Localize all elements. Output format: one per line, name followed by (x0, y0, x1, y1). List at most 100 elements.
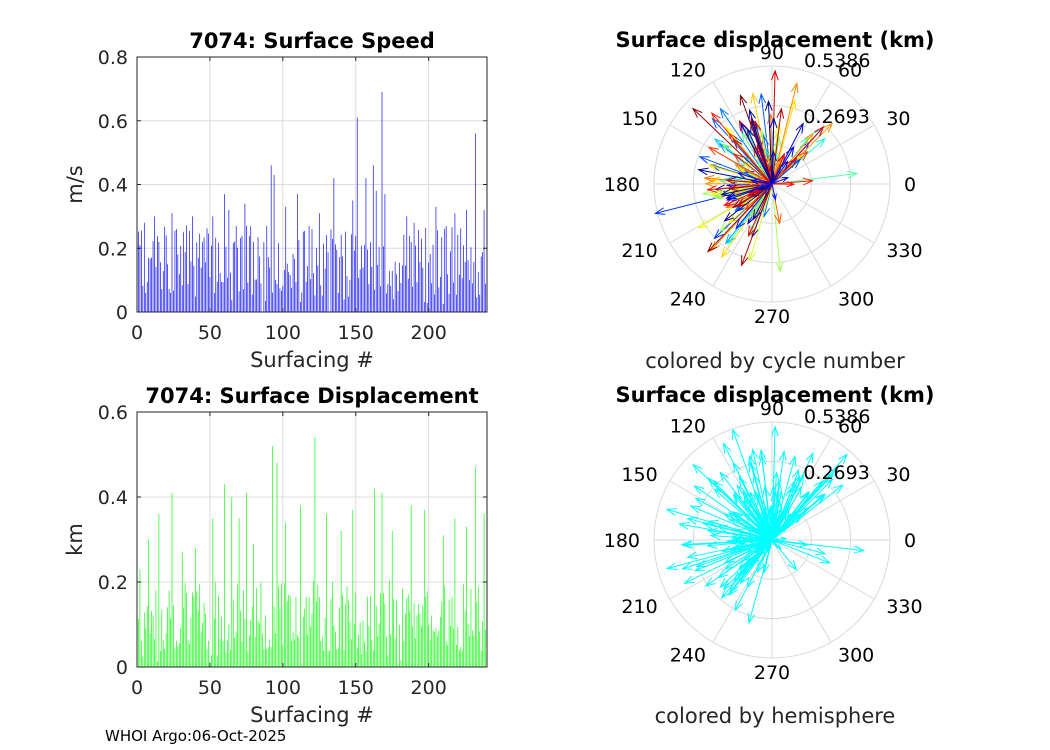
speed-bar (250, 226, 252, 312)
speed-bar (235, 225, 237, 312)
speed-bar (375, 190, 377, 312)
compass2-arrow-head (750, 448, 759, 460)
speed-bar (390, 285, 392, 312)
disp-bar (413, 602, 415, 667)
speed-bar (208, 233, 209, 312)
disp-bar (213, 618, 215, 667)
disp-bar (318, 596, 320, 667)
disp-bar (393, 599, 394, 667)
compass2-angle-label: 150 (621, 464, 657, 486)
speed-bar (167, 264, 168, 312)
compass2-arrow-head (833, 484, 844, 494)
speed-bar (155, 266, 157, 312)
compass2-arrow-head (829, 466, 840, 477)
speed-bar (451, 227, 453, 312)
disp-bar (425, 596, 427, 667)
speed-bar (405, 265, 406, 312)
compass2-arrow-head (778, 449, 787, 462)
disp-bar (428, 625, 429, 667)
disp-bar (339, 607, 341, 667)
disp-bar (219, 639, 221, 667)
speed-bar (383, 246, 384, 312)
disp-bar (321, 636, 323, 667)
disp-xtick-label: 0 (131, 677, 143, 699)
speed-bar (251, 294, 253, 312)
speed-bar (403, 234, 405, 312)
disp-bar (457, 626, 459, 667)
speed-bar (197, 257, 199, 312)
speed-bar (391, 270, 393, 312)
disp-bar (184, 583, 186, 667)
disp-bar (454, 518, 456, 667)
disp-bar (260, 582, 262, 667)
disp-bar (251, 606, 253, 667)
compass2-arrow-head (720, 588, 731, 599)
compass1-arrow (708, 146, 773, 185)
compass2-arrow (771, 475, 804, 541)
compass2-arrow (738, 476, 773, 541)
speed-bar (232, 243, 234, 312)
disp-bar (302, 616, 304, 667)
speed-bar (316, 248, 317, 312)
compass1-arrow-head (764, 99, 773, 111)
compass1-arrow-head (802, 177, 814, 186)
disp-bar (387, 655, 389, 667)
compass1-arrow (707, 183, 773, 252)
compass2-arrow-head (724, 560, 736, 570)
disp-bar (266, 649, 268, 667)
compass1-angle-label: 30 (886, 108, 910, 130)
speed-bar (241, 235, 243, 312)
speed-bar (263, 242, 265, 312)
speed-xtick-label: 100 (265, 322, 301, 344)
disp-bar (477, 586, 479, 667)
speed-bar (292, 253, 294, 312)
speed-bar (154, 216, 155, 312)
compass1-arrow-head (790, 81, 799, 94)
disp-bar (170, 618, 171, 667)
compass1-arrow-head (846, 170, 859, 179)
disp-bar (160, 651, 161, 667)
speed-bar (157, 235, 158, 312)
compass2-arrow-head (716, 524, 728, 533)
disp-bar (286, 600, 288, 667)
speed-bar (310, 279, 311, 312)
speed-bar (444, 229, 446, 312)
speed-bar (146, 281, 148, 312)
compass2-arrow-head (787, 480, 795, 492)
speed-bar (394, 261, 396, 312)
speed-bar (286, 263, 288, 312)
compass2-arrow (695, 539, 773, 571)
speed-bar (435, 206, 437, 312)
compass1-arrow-head (727, 214, 739, 225)
compass1-arrow-head (753, 145, 762, 157)
speed-bar (311, 229, 313, 312)
compass2-arrow (745, 539, 773, 566)
compass2-arrow-head (683, 575, 695, 584)
compass1-arrow (771, 123, 804, 185)
disp-bar (483, 514, 485, 667)
compass1-arrow-head (744, 200, 755, 211)
speed-bar (475, 133, 476, 312)
compass2-subtitle: colored by hemisphere (655, 704, 896, 728)
compass1-arrow (771, 180, 813, 185)
speed-bar (453, 282, 454, 312)
compass2-arrow-head (747, 612, 756, 625)
disp-bar (397, 664, 399, 667)
speed-bar (162, 271, 164, 312)
speed-bar (257, 237, 259, 312)
compass1-arrow (726, 179, 773, 185)
compass-plot-hemisphere: 0 30 60 90 120 150 180 210 240 270 300 330 0.2693 0.5… (604, 383, 935, 728)
disp-bar (281, 583, 282, 667)
disp-bar (244, 618, 246, 667)
disp-bar (278, 586, 279, 667)
compass2-arrow-head (853, 545, 866, 554)
disp-bar (190, 617, 192, 667)
disp-bar (416, 615, 418, 667)
speed-bar (324, 268, 326, 312)
disp-bar (288, 595, 289, 667)
speed-bar (448, 293, 450, 312)
compass2-arrow (735, 529, 773, 541)
disp-bar (466, 526, 467, 667)
disp-bar (374, 488, 376, 667)
disp-bar (221, 616, 222, 667)
